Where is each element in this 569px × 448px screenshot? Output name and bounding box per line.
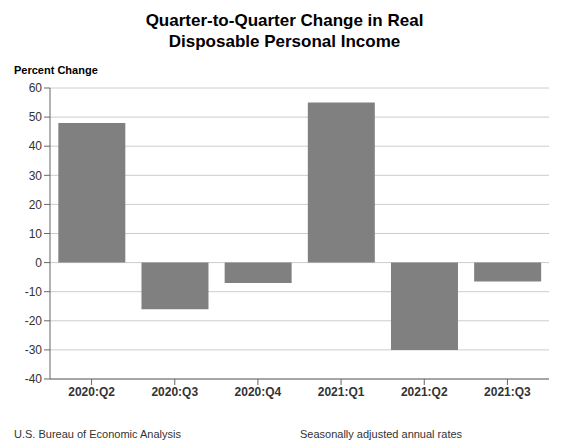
svg-text:2021:Q1: 2021:Q1: [318, 385, 365, 399]
svg-text:60: 60: [29, 81, 43, 95]
html-text:U.S. Bureau of Economic Analys: U.S. Bureau of Economic Analysis: [14, 428, 181, 440]
svg-text:-30: -30: [25, 343, 43, 357]
svg-text:2021:Q2: 2021:Q2: [401, 385, 448, 399]
html-text:Quarter-to-Quarter Change in R: Quarter-to-Quarter Change in Real: [145, 11, 424, 30]
svg-text:2020:Q4: 2020:Q4: [235, 385, 282, 399]
svg-text:2021:Q3: 2021:Q3: [484, 385, 531, 399]
html-text:Disposable Personal Income: Disposable Personal Income: [168, 32, 401, 51]
svg-text:10: 10: [29, 227, 43, 241]
html-text:Percent Change: Percent Change: [14, 64, 98, 76]
svg-text:2020:Q3: 2020:Q3: [151, 385, 198, 399]
svg-text:50: 50: [29, 110, 43, 124]
svg-text:30: 30: [29, 169, 43, 183]
svg-text:20: 20: [29, 198, 43, 212]
svg-text:-40: -40: [25, 372, 43, 386]
svg-text:-20: -20: [25, 314, 43, 328]
svg-text:-10: -10: [25, 285, 43, 299]
svg-text:40: 40: [29, 139, 43, 153]
svg-text:2020:Q2: 2020:Q2: [68, 385, 115, 399]
svg-text:0: 0: [35, 256, 42, 270]
html-text:Seasonally adjusted annual rat: Seasonally adjusted annual rates: [300, 428, 463, 440]
